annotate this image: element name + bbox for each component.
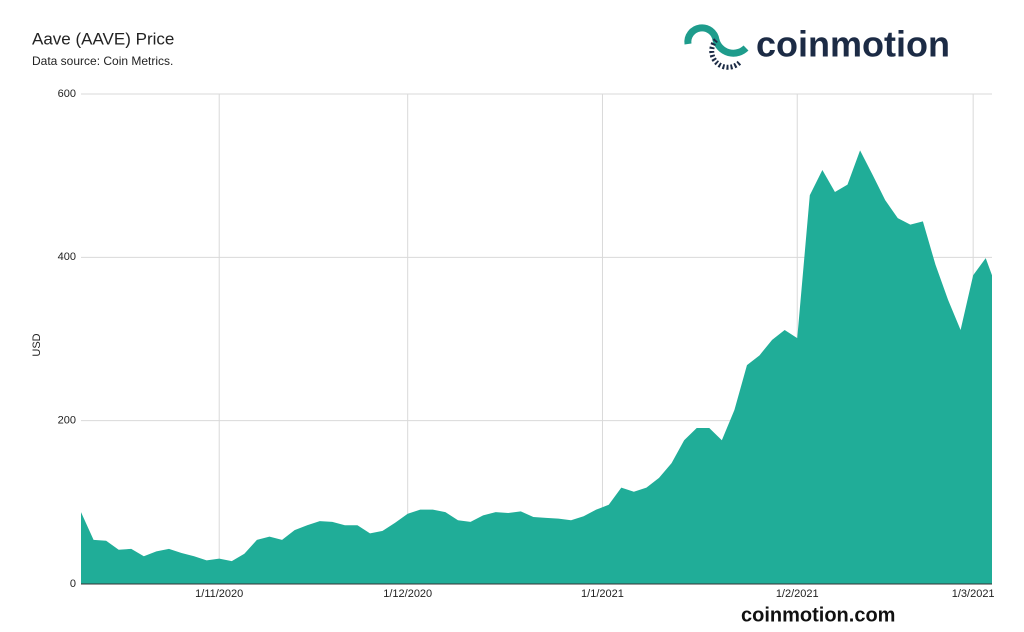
x-tick-label: 1/12/2020 <box>383 588 432 600</box>
x-tick-label: 1/11/2020 <box>195 588 243 600</box>
y-axis-label: USD <box>31 333 43 356</box>
x-tick-label: 1/2/2021 <box>776 588 819 600</box>
x-tick-label: 1/1/2021 <box>581 588 624 600</box>
chart-title: Aave (AAVE) Price <box>32 29 174 48</box>
chart-subtitle: Data source: Coin Metrics. <box>32 54 173 68</box>
x-tick-label: 1/3/2021 <box>952 588 995 600</box>
footer-url: coinmotion.com <box>741 604 895 626</box>
y-tick-label: 400 <box>58 251 76 263</box>
area <box>81 150 992 584</box>
logo-mark <box>709 38 742 70</box>
y-tick-label: 0 <box>70 578 76 590</box>
logo-text: coinmotion <box>756 24 950 65</box>
logo-mark <box>684 24 749 57</box>
logo: coinmotion <box>684 24 950 70</box>
y-tick-label: 200 <box>58 415 76 427</box>
y-tick-label: 600 <box>58 88 76 100</box>
